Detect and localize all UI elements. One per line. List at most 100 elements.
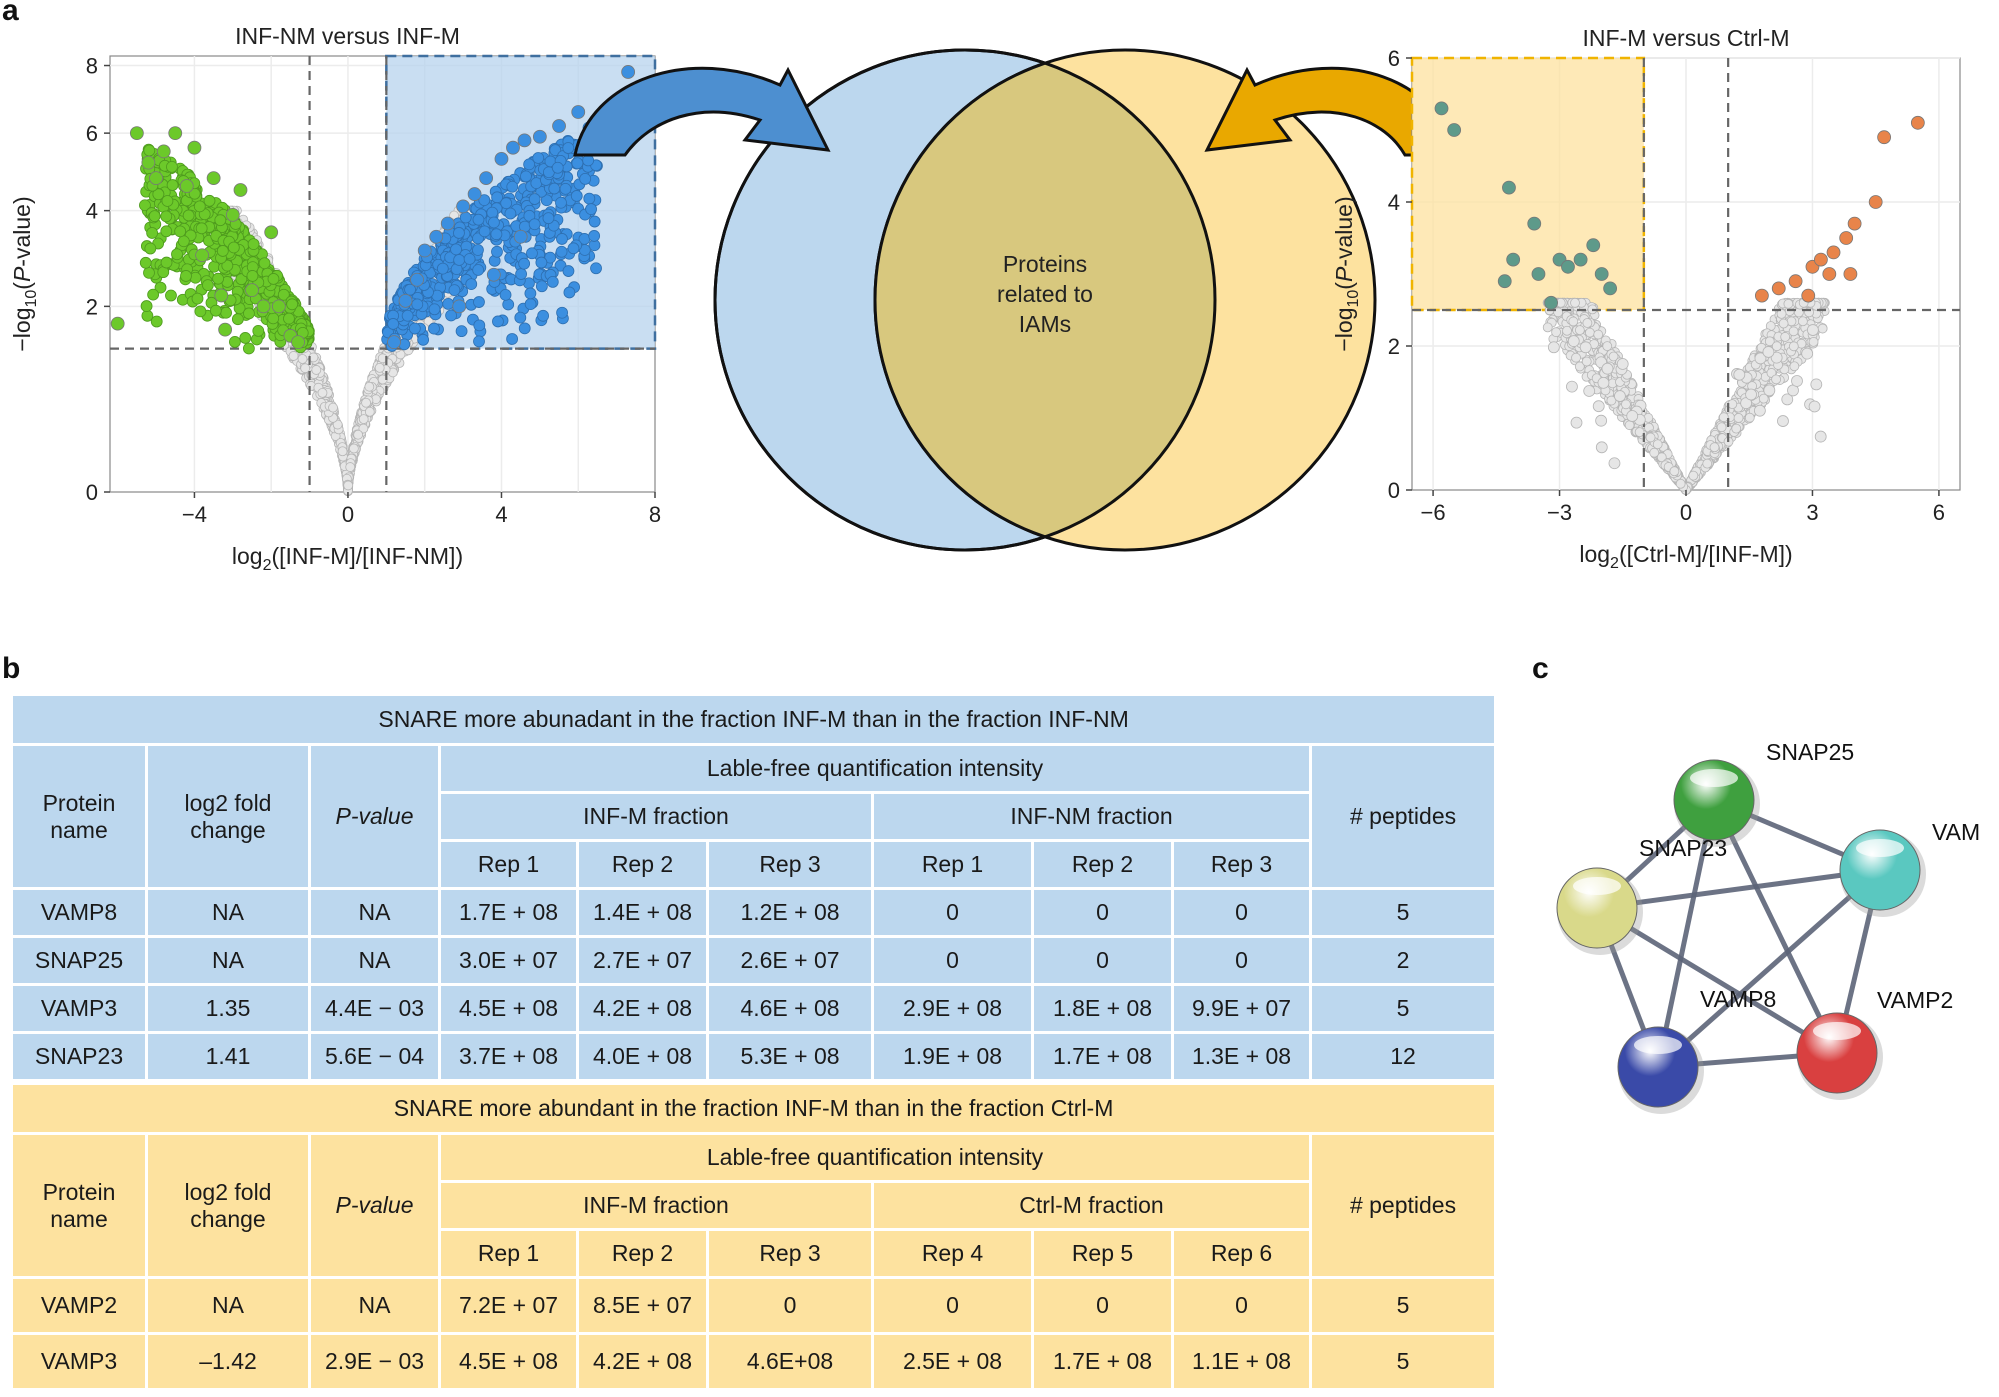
data-point — [463, 253, 476, 265]
data-point — [1527, 216, 1542, 231]
table-cell: 4.5E + 08 — [438, 1332, 579, 1391]
data-point — [428, 322, 440, 335]
data-point-grey — [1645, 432, 1656, 443]
data-point — [417, 333, 430, 346]
data-point — [452, 299, 467, 314]
data-point — [453, 254, 466, 266]
data-point — [472, 244, 484, 256]
venn-label: related to — [997, 281, 1093, 307]
data-point-grey — [311, 365, 322, 375]
table-cell: 1.9E + 08 — [871, 1031, 1034, 1082]
data-point — [140, 300, 153, 312]
header-rep: Rep 2 — [1031, 839, 1174, 890]
data-point — [139, 256, 152, 269]
data-point — [1601, 362, 1614, 375]
data-point — [182, 209, 195, 222]
table-cell: NA — [145, 887, 311, 938]
data-point — [146, 227, 159, 239]
data-point-grey — [348, 443, 359, 454]
data-point-grey — [361, 397, 371, 408]
data-point — [411, 298, 424, 311]
data-point — [499, 288, 512, 301]
table-row: VAMP3 1.35 4.4E − 03 4.5E + 08 4.2E + 08 4.6E… — [10, 983, 1498, 1034]
table-cell: 0 — [1031, 1276, 1174, 1335]
data-point — [513, 229, 528, 244]
data-point-grey — [1570, 297, 1580, 308]
data-point — [177, 235, 190, 248]
data-point — [555, 196, 567, 209]
data-point-grey — [1771, 374, 1782, 385]
data-point — [227, 241, 240, 254]
header-lfq: Lable-free quantification intensity — [438, 1132, 1312, 1183]
table-cell: 4.2E + 08 — [576, 983, 709, 1034]
data-point — [283, 312, 295, 325]
data-point — [195, 222, 208, 235]
data-point — [1808, 400, 1821, 413]
data-point — [583, 192, 596, 205]
data-point — [286, 298, 299, 311]
data-point — [143, 266, 155, 279]
data-point — [1801, 288, 1816, 303]
data-point — [1447, 123, 1462, 137]
data-point — [1626, 410, 1639, 422]
header-rep: Rep 1 — [871, 839, 1034, 890]
data-point-grey — [1688, 470, 1699, 481]
data-point — [473, 335, 485, 348]
header-rep: Rep 1 — [438, 1228, 579, 1279]
data-point — [1579, 341, 1592, 354]
data-point — [1497, 274, 1512, 289]
data-point — [149, 171, 163, 186]
data-point — [258, 257, 271, 270]
table-cell: 1.1E + 08 — [1171, 1332, 1312, 1391]
data-point — [472, 264, 485, 276]
data-point — [1603, 281, 1618, 296]
y-tick-label: 6 — [1388, 46, 1400, 71]
data-point — [556, 233, 568, 245]
header-fold-change: log2 fold change — [145, 1132, 311, 1279]
header-rep: Rep 5 — [1031, 1228, 1174, 1279]
data-point — [1847, 216, 1862, 231]
venn-diagram: Proteins related to IAMs — [573, 48, 1457, 552]
header-rep: Rep 6 — [1171, 1228, 1312, 1279]
header-group2: INF-NM fraction — [871, 791, 1312, 842]
data-point-grey — [297, 354, 308, 364]
header-protein: Protein name — [10, 1132, 148, 1279]
table-cell: 4.2E + 08 — [576, 1332, 709, 1391]
data-point — [1573, 252, 1588, 267]
data-point-grey — [300, 363, 311, 374]
data-point — [491, 245, 503, 258]
table-cell: 0 — [871, 1276, 1034, 1335]
table-cell: 7.2E + 07 — [438, 1276, 579, 1335]
data-point-grey — [1675, 478, 1686, 489]
data-point — [191, 292, 204, 305]
table-cell: NA — [308, 1276, 441, 1335]
data-point — [1502, 180, 1516, 195]
x-tick-label: 6 — [1933, 500, 1945, 525]
data-point — [1547, 341, 1560, 354]
table-cell: 0 — [1171, 1276, 1312, 1335]
data-point — [556, 306, 568, 319]
data-point — [1583, 385, 1596, 397]
data-point — [582, 154, 595, 167]
data-point — [1801, 347, 1814, 360]
data-point — [1777, 415, 1789, 427]
data-point — [1608, 457, 1621, 470]
data-point — [621, 65, 636, 79]
data-point — [141, 155, 156, 170]
data-point — [246, 270, 259, 282]
data-point — [160, 210, 173, 223]
data-point — [506, 140, 520, 155]
data-point — [1531, 267, 1546, 281]
node-label: VAMP3 — [1932, 819, 1980, 845]
data-point — [1506, 252, 1521, 267]
table-cell: 2.7E + 07 — [576, 935, 709, 986]
data-point-grey — [1797, 316, 1808, 327]
chart-title: INF-M versus Ctrl-M — [1583, 25, 1790, 51]
node-highlight — [1690, 769, 1738, 787]
data-point — [171, 248, 183, 261]
data-point-grey — [1780, 332, 1791, 342]
data-point — [201, 279, 214, 292]
figure-panel-a: −4 0 4 8 0 2 4 6 8 INF-NM versus INF-M log2([INF-M… — [9, 23, 1961, 574]
data-point-grey — [1778, 318, 1789, 329]
table-cell: VAMP8 — [10, 887, 148, 938]
